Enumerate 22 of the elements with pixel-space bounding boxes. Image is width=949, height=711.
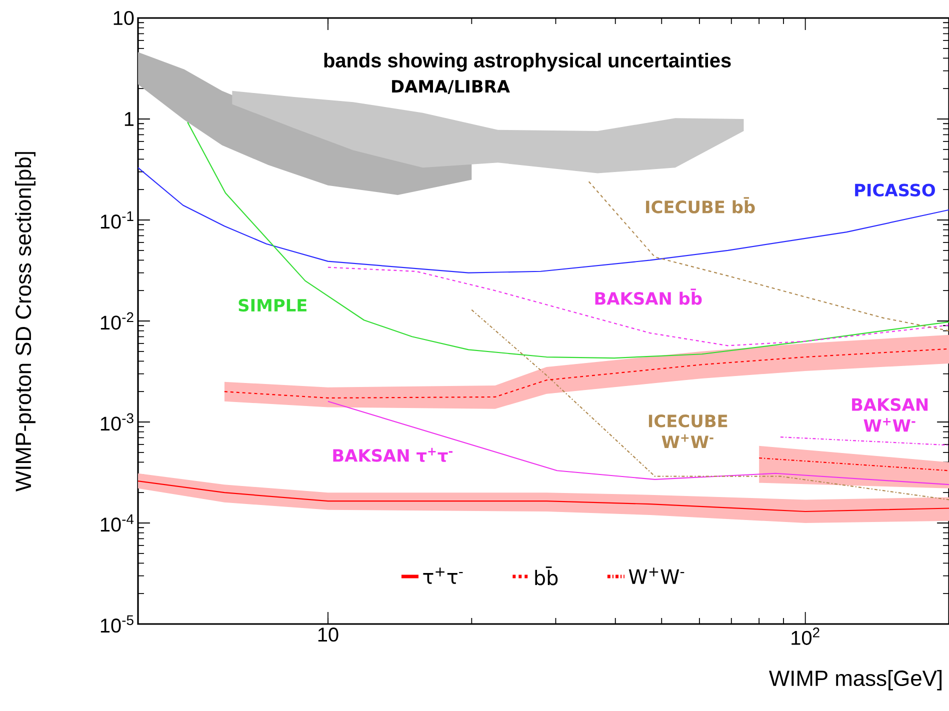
y-tick-label: 10$^{-4}$	[100, 514, 134, 532]
legend-label: τ$^{+}$τ$^{-}$	[423, 568, 463, 584]
x-axis-title: WIMP mass[GeV]	[769, 670, 942, 690]
y-tick-label: 1	[124, 112, 134, 126]
y-tick-label: 10$^{-1}$	[100, 211, 134, 229]
series-label: ICECUBE bb̄	[646, 197, 755, 214]
x-tick-label: 10$^{2}$	[792, 628, 820, 645]
series-label: PICASSO	[855, 184, 935, 197]
annotation: DAMA/LIBRA	[392, 80, 510, 94]
series-label: ICECUBE W$^{+}$W$^{-}$	[648, 414, 728, 448]
legend-label: bb̄	[535, 566, 558, 586]
y-tick-label: 10	[114, 10, 134, 26]
legend-label: W$^{+}$W$^{-}$	[628, 568, 684, 584]
y-tick-label: 10$^{-5}$	[100, 615, 134, 633]
series-label: SIMPLE	[238, 298, 306, 312]
y-axis-title: WIMP-proton SD Cross section[pb]	[15, 152, 36, 492]
series-label: BAKSAN τ$^{+}$τ$^{-}$	[333, 448, 453, 462]
series-label: BAKSAN W$^{+}$W$^{-}$	[852, 398, 928, 432]
series-label: BAKSAN bb̄	[595, 288, 702, 305]
annotation: bands showing astrophysical uncertainties	[324, 52, 731, 72]
y-tick-label: 10$^{-2}$	[100, 312, 134, 330]
y-tick-label: 10$^{-3}$	[100, 413, 134, 431]
